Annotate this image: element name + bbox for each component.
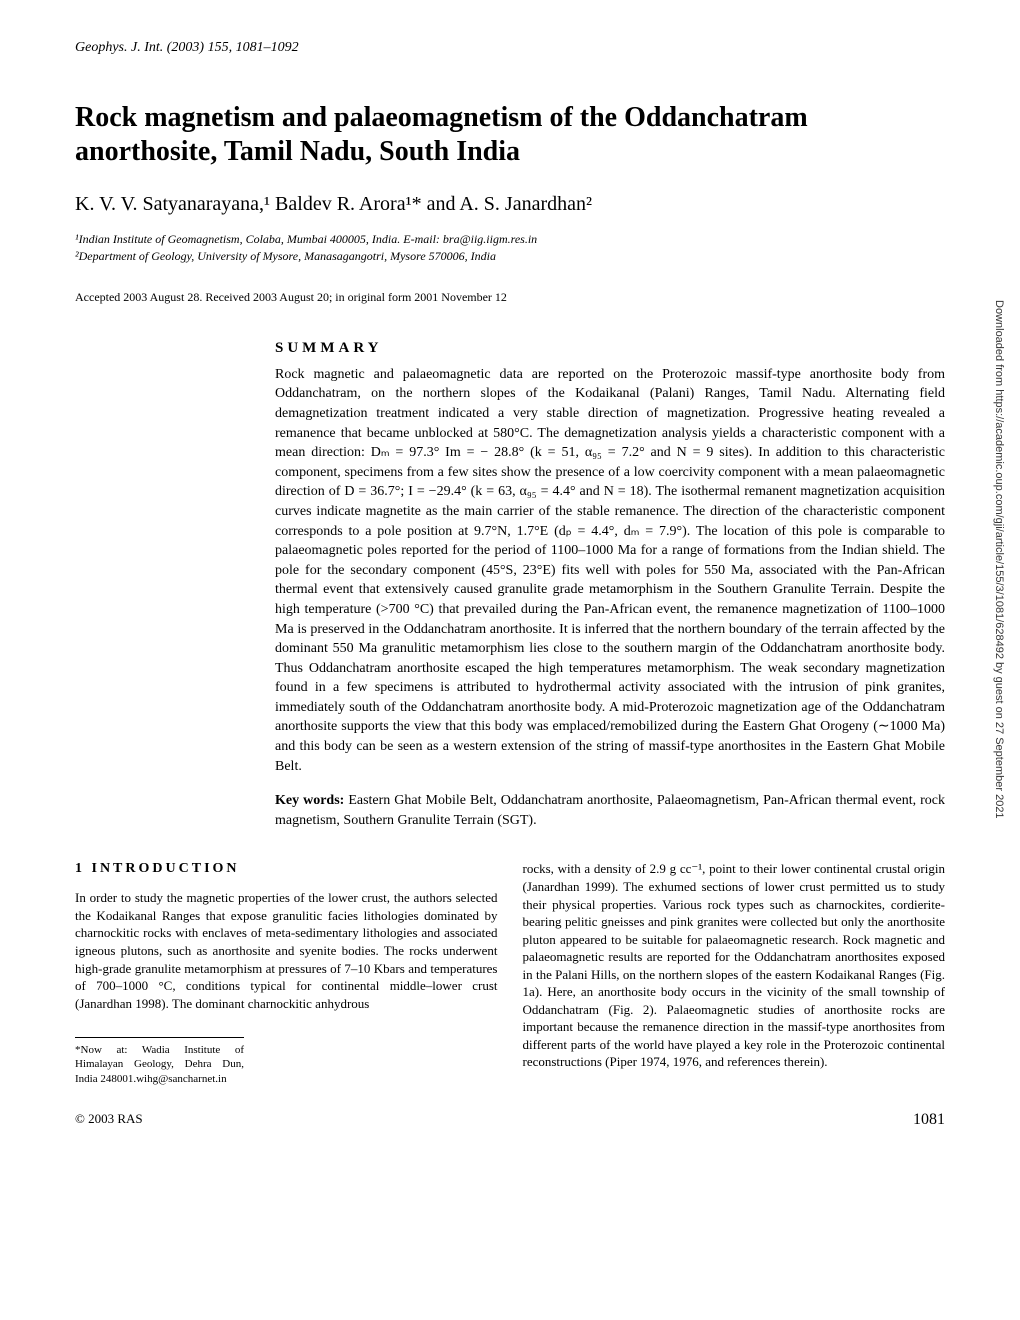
footnote: *Now at: Wadia Institute of Himalayan Ge…	[75, 1037, 244, 1086]
page-footer: © 2003 RAS 1081	[75, 1111, 945, 1129]
two-column-layout: 1 INTRODUCTION In order to study the mag…	[75, 860, 945, 1086]
right-column: rocks, with a density of 2.9 g cc⁻¹, poi…	[523, 860, 946, 1086]
authors-line: K. V. V. Satyanarayana,¹ Baldev R. Arora…	[75, 193, 945, 216]
accepted-dates: Accepted 2003 August 28. Received 2003 A…	[75, 290, 945, 305]
intro-col2-text: rocks, with a density of 2.9 g cc⁻¹, poi…	[523, 860, 946, 1071]
affiliations: ¹Indian Institute of Geomagnetism, Colab…	[75, 231, 945, 265]
intro-heading: 1 INTRODUCTION	[75, 860, 498, 879]
page-number: 1081	[913, 1111, 945, 1129]
intro-col1-text: In order to study the magnetic propertie…	[75, 889, 498, 1012]
journal-header: Geophys. J. Int. (2003) 155, 1081–1092	[75, 40, 945, 56]
summary-body: Rock magnetic and palaeomagnetic data ar…	[275, 365, 945, 776]
article-title: Rock magnetism and palaeomagnetism of th…	[75, 101, 945, 168]
download-sidebar: Downloaded from https://academic.oup.com…	[993, 300, 1005, 819]
affiliation-2: ²Department of Geology, University of My…	[75, 248, 945, 265]
keywords-label: Key words:	[275, 793, 344, 808]
affiliation-1: ¹Indian Institute of Geomagnetism, Colab…	[75, 231, 945, 248]
keywords: Key words: Eastern Ghat Mobile Belt, Odd…	[275, 791, 945, 830]
summary-heading: SUMMARY	[275, 340, 945, 357]
copyright: © 2003 RAS	[75, 1111, 143, 1129]
keywords-text: Eastern Ghat Mobile Belt, Oddanchatram a…	[275, 793, 945, 828]
left-column: 1 INTRODUCTION In order to study the mag…	[75, 860, 498, 1086]
